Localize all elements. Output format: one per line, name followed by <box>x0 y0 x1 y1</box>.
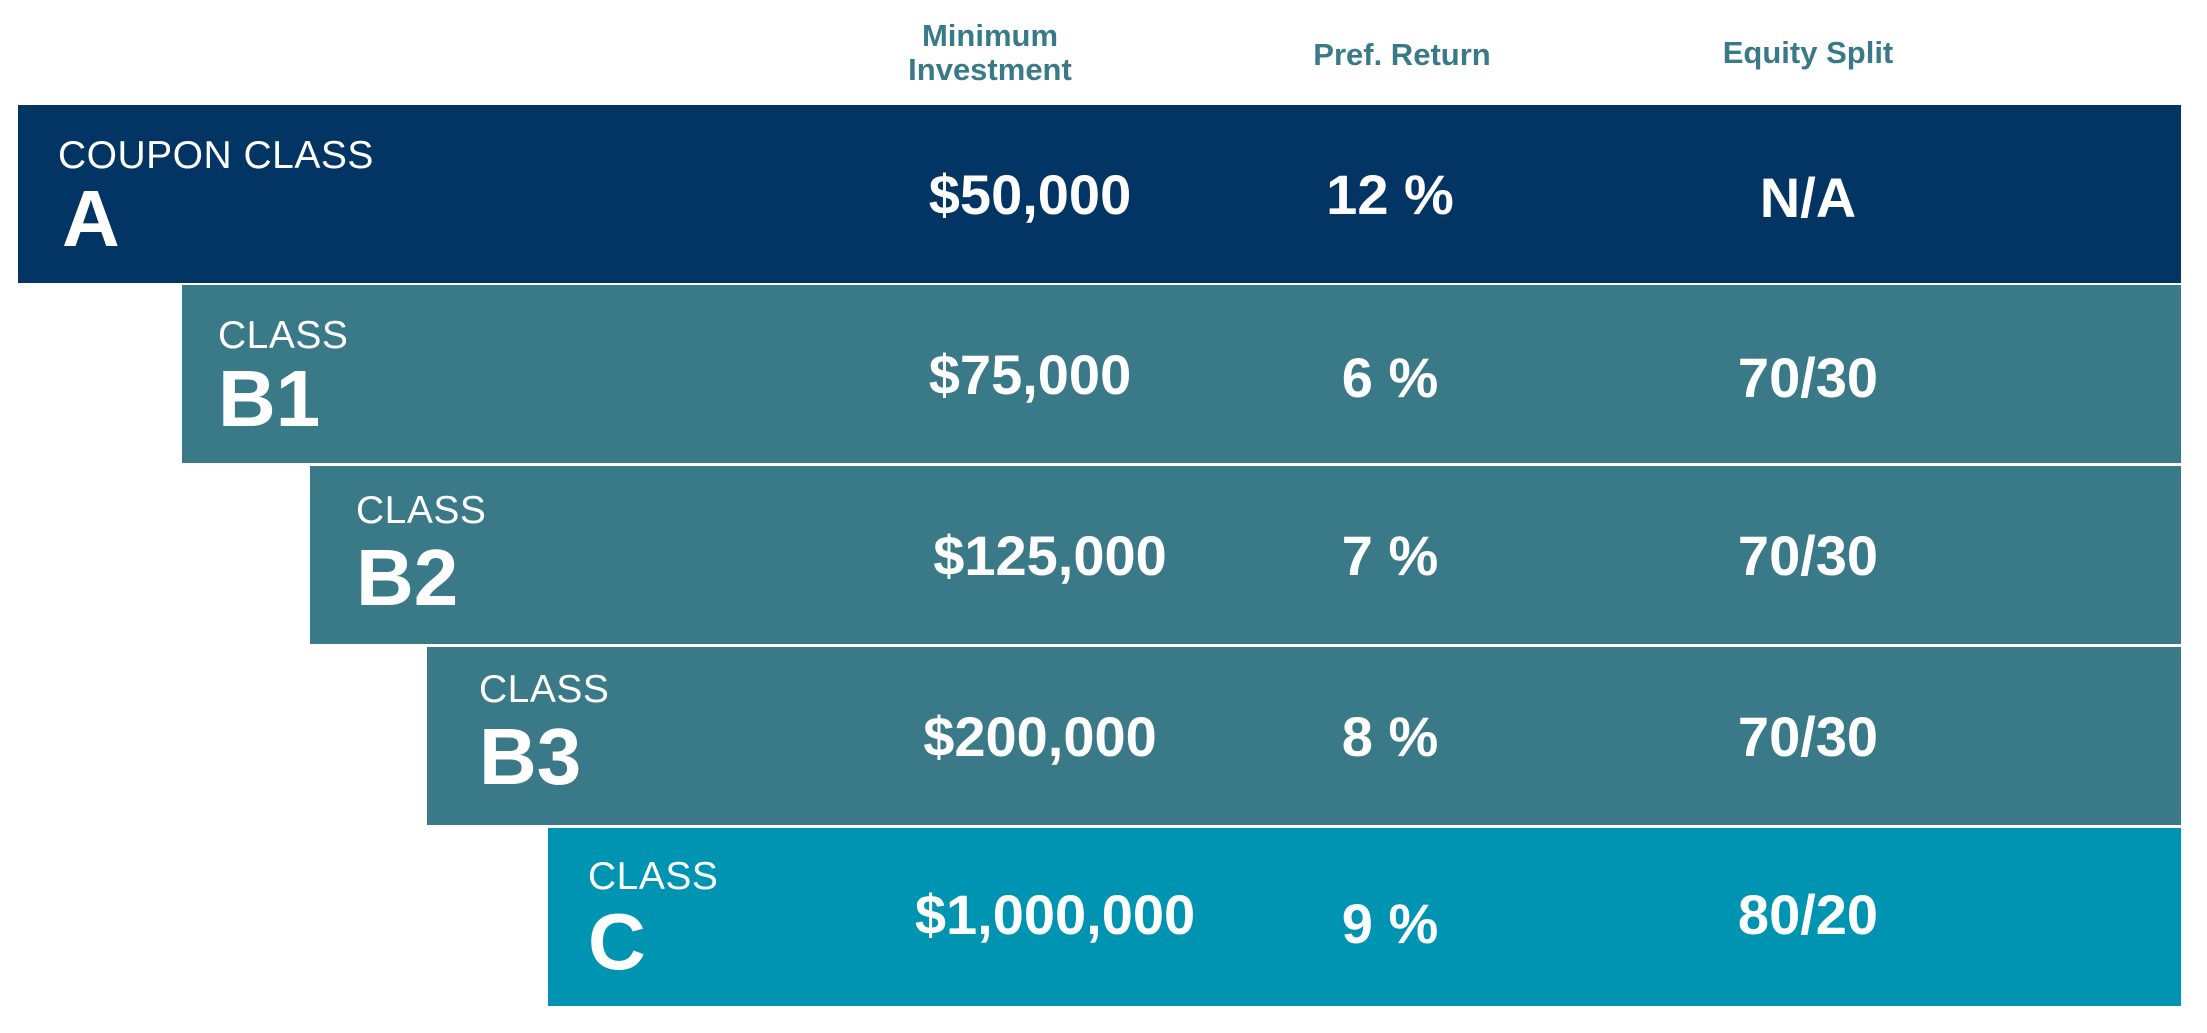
class-name-label: B3 <box>479 712 582 801</box>
pref-return-value: 8 % <box>1341 704 1439 768</box>
column-header-pref-return: Pref. Return <box>1313 37 1491 72</box>
minimum-investment-value: $75,000 <box>928 342 1132 406</box>
class-name-label: A <box>62 174 120 263</box>
minimum-investment-value: $200,000 <box>923 704 1157 768</box>
pref-return-value: 6 % <box>1341 345 1439 409</box>
table-header: Minimum Investment Pref. Return Equity S… <box>0 0 2207 105</box>
table-row-class-c: CLASS C $1,000,000 9 % 80/20 <box>548 828 2181 1006</box>
equity-split-value: 70/30 <box>1737 523 1879 587</box>
class-prefix-label: CLASS <box>479 668 610 711</box>
class-prefix-label: CLASS <box>356 489 487 532</box>
column-header-minimum-investment: Minimum Investment <box>908 18 1072 87</box>
equity-split-value: 70/30 <box>1737 345 1879 409</box>
class-name-label: B1 <box>218 354 321 443</box>
minimum-investment-value: $50,000 <box>928 162 1132 226</box>
pref-return-value: 12 % <box>1326 162 1454 226</box>
table-row-class-b2: CLASS B2 $125,000 7 % 70/30 <box>310 466 2181 644</box>
column-header-equity-split: Equity Split <box>1722 35 1894 70</box>
equity-split-value: 70/30 <box>1737 704 1879 768</box>
table-row-class-a: COUPON CLASS A $50,000 12 % N/A <box>18 105 2181 283</box>
class-name-label: B2 <box>356 533 459 622</box>
class-prefix-label: CLASS <box>588 855 719 898</box>
minimum-investment-value: $1,000,000 <box>914 882 1196 946</box>
pref-return-value: 9 % <box>1341 891 1439 955</box>
table-row-class-b3: CLASS B3 $200,000 8 % 70/30 <box>427 647 2181 825</box>
equity-split-value: N/A <box>1759 165 1857 229</box>
class-name-label: C <box>588 897 646 986</box>
class-prefix-label: CLASS <box>218 314 349 357</box>
pref-return-value: 7 % <box>1341 523 1439 587</box>
table-row-class-b1: CLASS B1 $75,000 6 % 70/30 <box>182 285 2181 463</box>
equity-split-value: 80/20 <box>1737 882 1879 946</box>
minimum-investment-value: $125,000 <box>933 523 1167 587</box>
class-prefix-label: COUPON CLASS <box>58 134 374 177</box>
